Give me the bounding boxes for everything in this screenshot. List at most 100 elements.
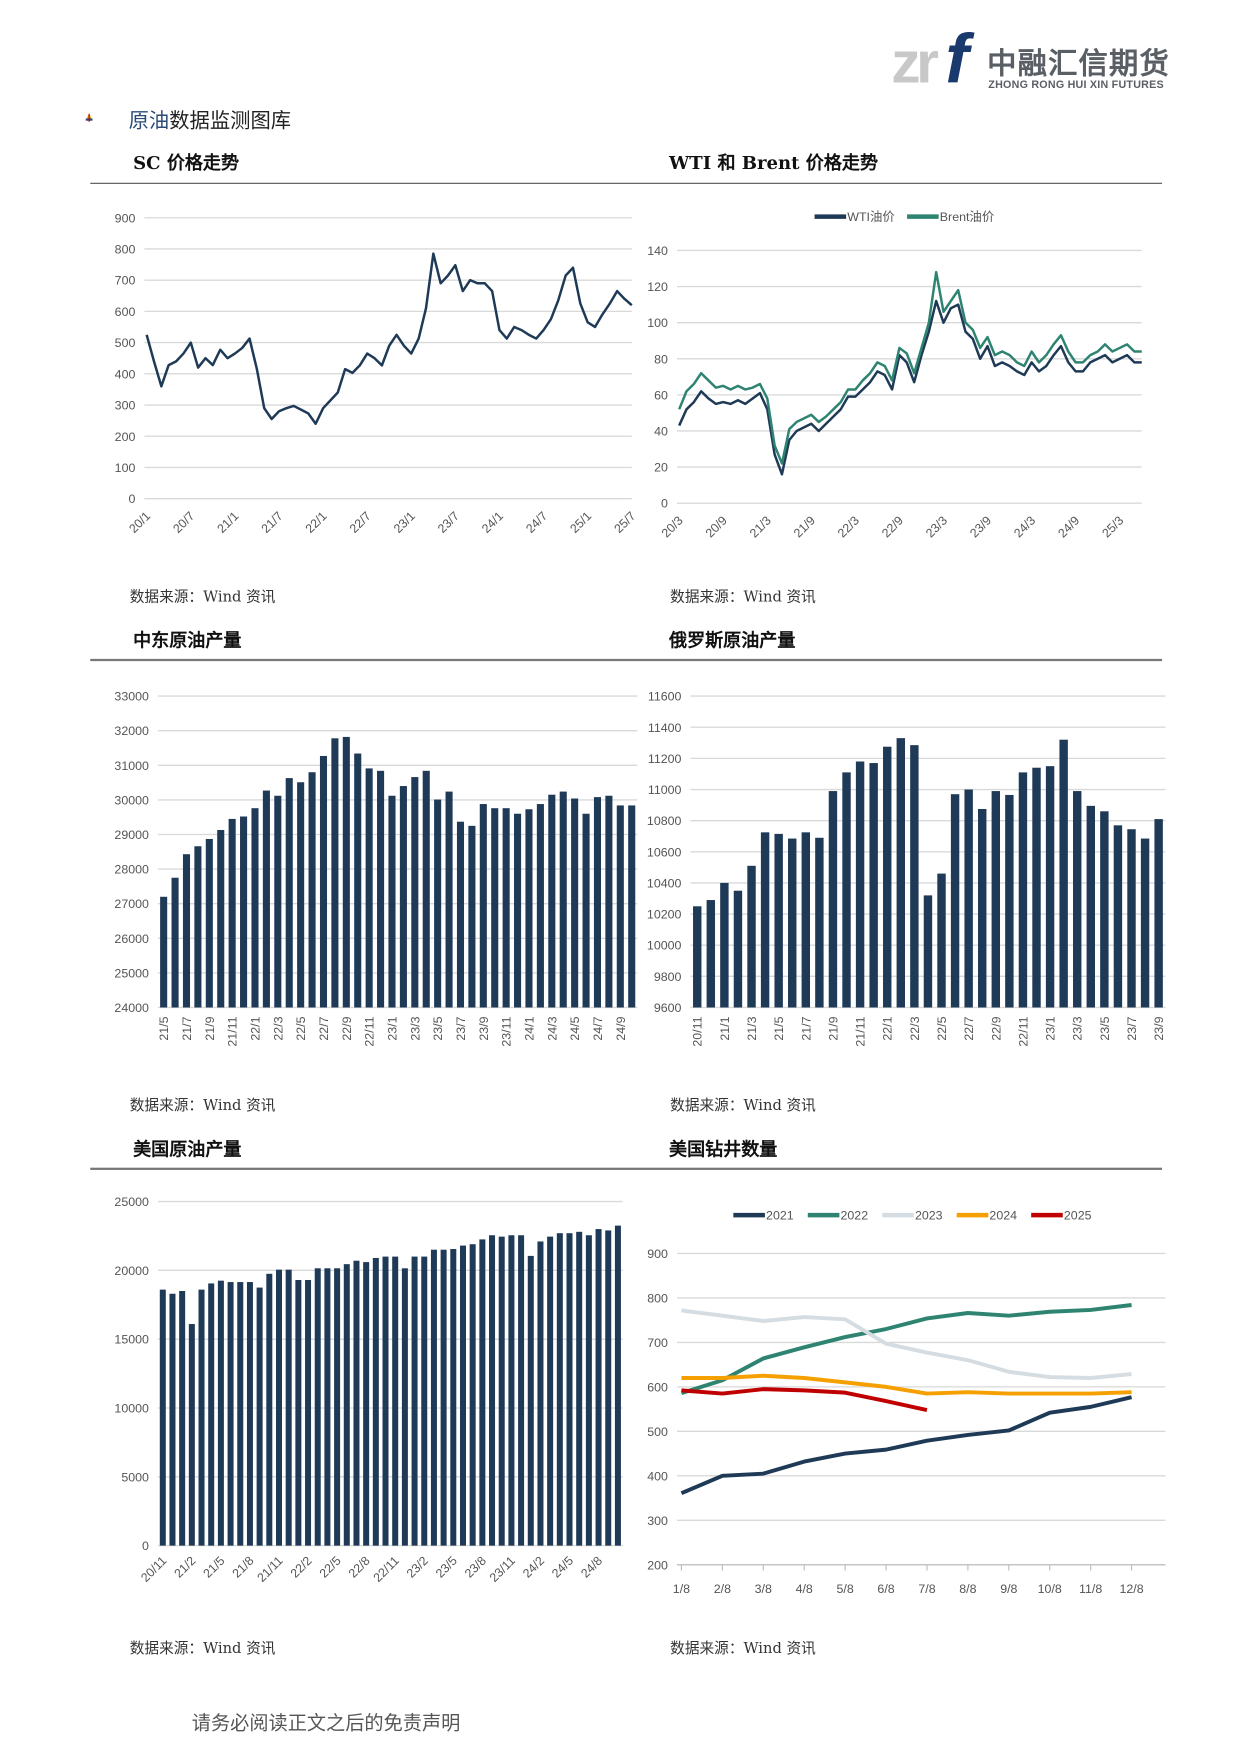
y-tick-label: 24000 xyxy=(114,1001,149,1015)
bar xyxy=(456,821,465,1008)
chart-title-us-rigs: 美国钻井数量 xyxy=(669,1138,778,1160)
x-tick-label: 21/11 xyxy=(854,1016,868,1046)
logo-name-cn: 中融汇信期货 xyxy=(987,47,1170,82)
bar xyxy=(372,1257,379,1546)
bar xyxy=(950,794,960,1008)
bar xyxy=(869,763,878,1008)
bar xyxy=(585,1235,592,1546)
y-tick-label: 600 xyxy=(115,305,136,319)
bar xyxy=(382,1256,389,1546)
bar xyxy=(582,813,590,1008)
x-tick-label: 22/11 xyxy=(363,1016,377,1046)
bar xyxy=(923,895,933,1008)
x-tick-label: 22/1 xyxy=(881,1016,895,1040)
y-tick-label: 9600 xyxy=(654,1001,682,1015)
series-line-2022 xyxy=(680,1303,1132,1395)
y-tick-label: 0 xyxy=(661,497,668,511)
bar xyxy=(1140,838,1150,1008)
bar xyxy=(774,833,783,1008)
y-tick-label: 11400 xyxy=(648,721,682,735)
bar xyxy=(365,768,373,1008)
legend-label: 2022 xyxy=(841,1209,869,1223)
bar xyxy=(855,761,865,1008)
bar xyxy=(240,816,248,1008)
bar xyxy=(217,829,225,1008)
bar xyxy=(401,1268,408,1546)
bar xyxy=(788,838,797,1008)
y-tick-label: 33000 xyxy=(114,690,149,704)
bar xyxy=(491,808,499,1008)
bar xyxy=(237,1282,244,1546)
bar xyxy=(459,1245,466,1546)
bar xyxy=(537,1241,544,1546)
y-tick-label: 9800 xyxy=(654,970,682,984)
bar xyxy=(392,1256,399,1546)
y-tick-label: 30000 xyxy=(114,793,149,807)
bar xyxy=(305,1279,312,1546)
bar xyxy=(363,1262,370,1546)
bar xyxy=(160,896,168,1008)
y-tick-label: 0 xyxy=(142,1539,149,1553)
chart-title-middle-east: 中东原油产量 xyxy=(133,629,242,651)
bar xyxy=(411,777,419,1008)
y-tick-label: 800 xyxy=(647,1291,668,1305)
y-tick-label: 60 xyxy=(654,388,668,402)
bar xyxy=(421,1256,428,1546)
series-line-2021 xyxy=(680,1395,1133,1495)
bar xyxy=(1086,805,1095,1008)
bar xyxy=(479,804,487,1008)
x-tick-label: 7/8 xyxy=(918,1582,935,1596)
bar xyxy=(1059,739,1068,1008)
y-tick-label: 25000 xyxy=(114,1195,149,1209)
x-tick-label: 22/7 xyxy=(962,1016,976,1040)
bar xyxy=(508,1235,515,1546)
y-tick-label: 26000 xyxy=(114,932,149,946)
bar xyxy=(334,1268,341,1546)
y-tick-label: 15000 xyxy=(114,1333,149,1347)
y-tick-label: 10000 xyxy=(647,939,682,953)
y-tick-label: 100 xyxy=(647,316,668,330)
x-tick-label: 3/8 xyxy=(755,1582,772,1596)
y-tick-label: 40 xyxy=(654,424,668,438)
logo-mark-zr: zr xyxy=(891,30,939,96)
x-tick-label: 22/5 xyxy=(935,1016,949,1040)
bar xyxy=(547,1236,554,1546)
x-tick-label: 4/8 xyxy=(796,1582,813,1596)
y-tick-label: 200 xyxy=(647,1558,668,1572)
bar xyxy=(468,825,476,1008)
y-tick-label: 300 xyxy=(115,399,136,413)
bar xyxy=(559,791,567,1008)
y-tick-label: 29000 xyxy=(114,828,149,842)
bar xyxy=(548,794,556,1008)
bar xyxy=(614,1225,621,1546)
x-tick-label: 8/8 xyxy=(959,1582,976,1596)
series-line-2025 xyxy=(681,1387,928,1412)
bar xyxy=(182,854,191,1008)
source-note: 数据来源：Wind 资讯 xyxy=(129,588,276,606)
x-tick-label: 10/8 xyxy=(1038,1582,1062,1596)
bar xyxy=(266,1273,273,1546)
bar xyxy=(883,746,892,1008)
y-tick-label: 28000 xyxy=(114,863,149,877)
bar xyxy=(571,798,579,1008)
bar xyxy=(194,846,202,1008)
bar xyxy=(595,1229,602,1546)
bar xyxy=(450,1249,457,1546)
x-tick-label: 22/3 xyxy=(908,1016,922,1040)
bar xyxy=(411,1256,418,1546)
legend-label: Brent油价 xyxy=(940,210,995,224)
bar xyxy=(445,791,453,1008)
bar xyxy=(1018,772,1028,1008)
legend-label: 2024 xyxy=(989,1209,1017,1223)
x-tick-label: 23/7 xyxy=(1125,1016,1139,1040)
bar xyxy=(324,1268,331,1546)
series-line-2023 xyxy=(681,1308,1132,1380)
bar xyxy=(527,1255,534,1546)
legend-label: WTI油价 xyxy=(847,210,895,224)
x-tick-label: 22/1 xyxy=(248,1016,262,1040)
bar xyxy=(1005,794,1014,1008)
